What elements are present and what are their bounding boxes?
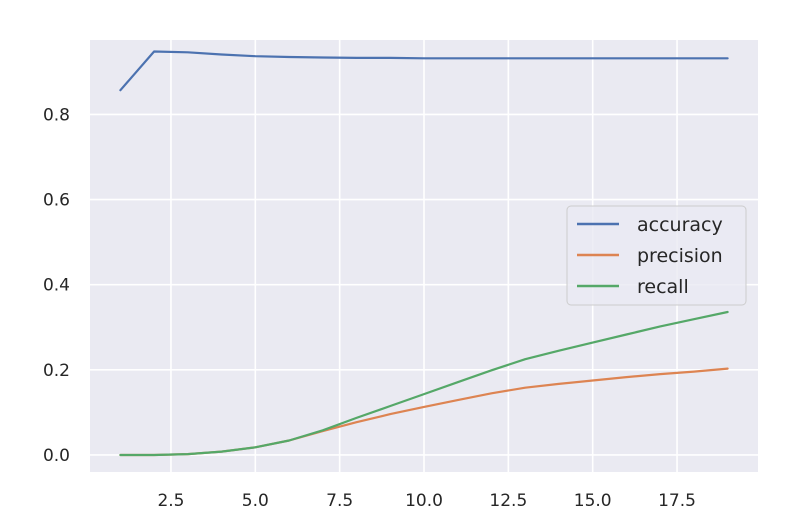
legend-label-precision: precision (637, 245, 723, 267)
x-tick-label-6: 17.5 (658, 491, 696, 511)
y-tick-label-1: 0.2 (43, 361, 70, 381)
x-tick-label-4: 12.5 (489, 491, 527, 511)
y-tick-label-2: 0.4 (43, 276, 70, 296)
legend: accuracy precision recall (566, 205, 747, 306)
x-tick-label-0: 2.5 (157, 491, 184, 511)
x-tick-label-2: 7.5 (326, 491, 353, 511)
legend-label-recall: recall (637, 276, 689, 298)
x-tick-label-5: 15.0 (574, 491, 612, 511)
y-axis-ticks: 0.0 0.2 0.4 0.6 0.8 (43, 105, 70, 465)
y-tick-label-3: 0.6 (43, 191, 70, 211)
series-line-accuracy (119, 50, 729, 92)
x-tick-label-1: 5.0 (242, 491, 269, 511)
x-axis-ticks: 2.5 5.0 7.5 10.0 12.5 15.0 17.5 (157, 491, 696, 511)
legend-label-accuracy: accuracy (637, 214, 723, 236)
x-tick-label-3: 10.0 (405, 491, 443, 511)
series-line-recall (119, 310, 729, 457)
legend-box (566, 205, 747, 306)
y-tick-label-0: 0.0 (43, 446, 70, 466)
series-lines (119, 50, 729, 457)
y-tick-label-4: 0.8 (43, 105, 70, 125)
